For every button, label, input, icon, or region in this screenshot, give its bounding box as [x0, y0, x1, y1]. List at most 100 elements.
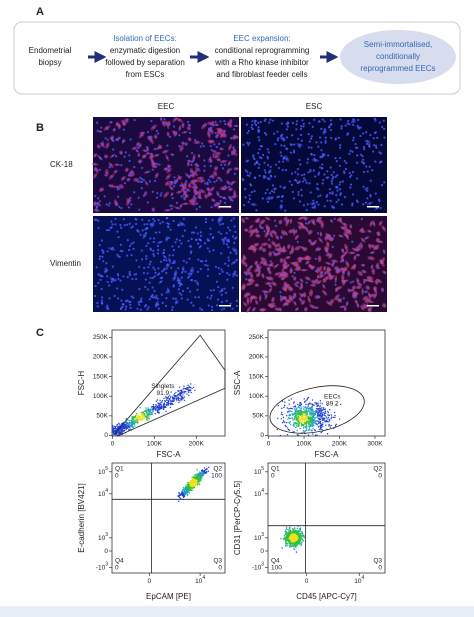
event [190, 480, 193, 482]
x-axis-label: FSC-A [157, 450, 182, 459]
nucleus [210, 140, 213, 143]
event [297, 423, 300, 426]
nucleus [188, 184, 191, 187]
nucleus [319, 238, 322, 242]
nucleus [228, 185, 231, 188]
tick-exp: 5 [105, 466, 108, 472]
nucleus [161, 270, 164, 273]
event [188, 492, 191, 494]
nucleus [377, 232, 380, 235]
nucleus [256, 230, 259, 233]
nucleus [235, 252, 238, 255]
nucleus [317, 203, 320, 206]
nucleus [356, 304, 360, 307]
nucleus [352, 123, 355, 127]
nucleus [370, 265, 374, 268]
nucleus [188, 245, 192, 248]
nucleus [100, 299, 104, 302]
event [200, 474, 203, 476]
nucleus [325, 236, 328, 240]
event [156, 405, 159, 408]
event [304, 423, 307, 425]
nucleus [327, 272, 331, 275]
nucleus [312, 199, 315, 202]
nucleus [383, 250, 386, 253]
nucleus [105, 203, 108, 206]
nucleus [174, 297, 177, 300]
nucleus [354, 146, 358, 149]
nucleus [148, 298, 151, 301]
event [304, 425, 306, 428]
event [314, 434, 317, 436]
nucleus [167, 222, 170, 225]
event [296, 412, 299, 414]
event [310, 417, 312, 419]
nucleus [196, 202, 199, 205]
nucleus [348, 152, 351, 155]
nucleus [142, 271, 146, 275]
event [290, 398, 292, 400]
event [285, 545, 287, 548]
nucleus [290, 251, 293, 254]
nucleus [248, 194, 251, 197]
nucleus [349, 281, 352, 284]
nucleus [180, 293, 183, 296]
nucleus [206, 296, 209, 299]
nucleus [365, 279, 368, 282]
event [173, 397, 176, 400]
nucleus [190, 163, 193, 166]
nucleus [206, 274, 209, 278]
event [288, 399, 290, 401]
nucleus [106, 144, 109, 147]
event [166, 404, 168, 407]
nucleus [250, 298, 253, 301]
nucleus [289, 287, 292, 291]
nucleus [364, 304, 367, 308]
event [298, 411, 300, 414]
nucleus [235, 299, 238, 302]
nucleus [250, 232, 253, 236]
nucleus [352, 136, 355, 139]
nucleus [120, 207, 123, 210]
event [308, 411, 310, 413]
nucleus [355, 161, 359, 164]
nucleus [129, 306, 132, 309]
event [182, 394, 184, 396]
nucleus [106, 307, 109, 310]
tick-exp: 4 [202, 575, 205, 581]
nucleus [138, 265, 141, 269]
event [128, 428, 130, 431]
nucleus [119, 151, 123, 154]
nucleus [257, 130, 260, 134]
nucleus [271, 184, 275, 187]
event [118, 423, 120, 425]
nucleus [257, 129, 260, 132]
nucleus [114, 170, 117, 173]
nucleus [335, 267, 338, 270]
event [303, 426, 305, 429]
nucleus [312, 220, 315, 223]
nucleus [180, 195, 183, 198]
event [187, 488, 190, 491]
event [128, 421, 131, 424]
nucleus [340, 203, 344, 206]
event [304, 422, 306, 424]
event [182, 397, 184, 400]
quadrant-name: Q3 [213, 558, 222, 565]
event [164, 400, 166, 403]
nucleus [323, 205, 326, 208]
nucleus [381, 125, 384, 129]
nucleus [301, 180, 305, 183]
nucleus [290, 230, 293, 233]
nucleus [208, 192, 211, 196]
event [296, 423, 298, 425]
nucleus [282, 231, 285, 234]
event [285, 526, 288, 528]
nucleus [345, 161, 348, 164]
tick-label: 200K [332, 441, 348, 448]
event [169, 406, 172, 409]
nucleus [192, 195, 196, 198]
event [327, 416, 330, 419]
nucleus [213, 180, 216, 184]
event [306, 428, 308, 430]
